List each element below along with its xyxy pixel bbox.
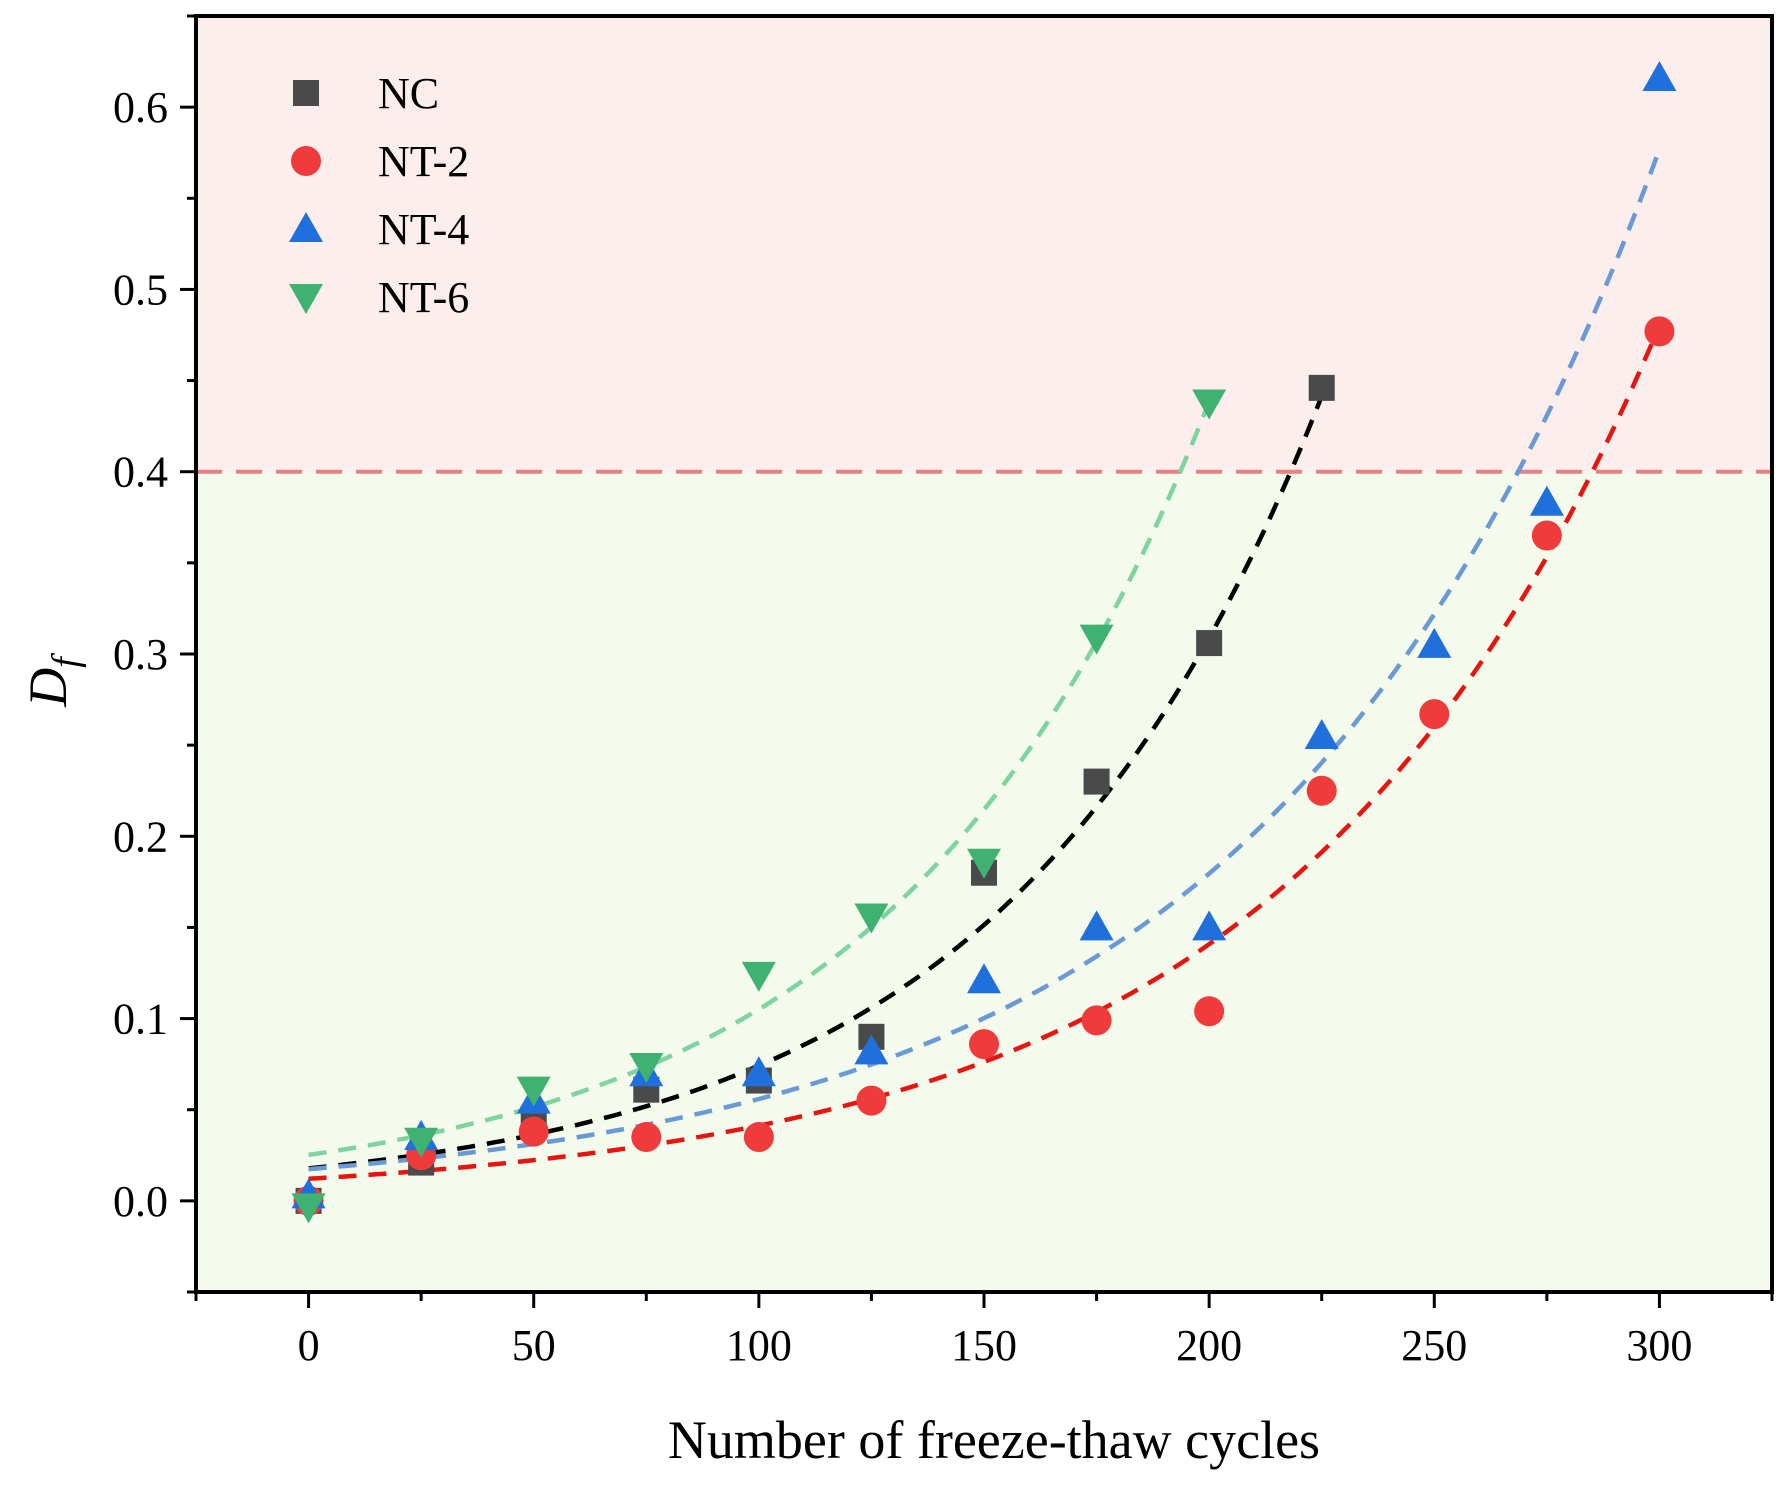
data-point-nt-2 [1531,520,1562,551]
x-axis-title: Number of freeze-thaw cycles [668,1410,1320,1470]
data-point-nt-4 [854,1034,889,1065]
data-point-nc [1196,630,1223,657]
y-tick-label: 0.5 [113,265,168,314]
legend-marker-nt-6 [289,284,323,314]
fit-curve-nc [308,383,1329,1171]
y-tick-label: 0.4 [113,448,168,497]
data-point-nt-2 [1081,1005,1112,1036]
data-point-nt-2 [518,1116,549,1147]
y-tick-label: 0.6 [113,83,168,132]
data-point-nt-2 [1306,775,1337,806]
legend-label-nt-4: NT-4 [378,205,469,254]
data-point-nt-6 [967,848,1001,879]
data-point-nc [1083,768,1110,795]
data-point-nt-6 [404,1127,439,1158]
data-point-nt-2 [1644,316,1675,347]
data-point-nc [1308,374,1335,401]
data-point-nt-6 [1192,389,1227,420]
x-tick-label: 200 [1176,1321,1242,1370]
legend-label-nt-6: NT-6 [378,273,469,322]
data-point-nt-6 [1079,624,1114,655]
legend-marker-nt-4 [289,212,323,242]
data-point-nt-4 [741,1056,776,1087]
y-axis-title: Df [18,653,87,708]
y-tick-label: 0.3 [113,630,168,679]
data-point-nt-2 [1194,996,1225,1027]
data-point-nt-2 [856,1085,887,1116]
data-point-nt-4 [1417,627,1452,658]
legend: NC NT-2 NT-4 NT-6 [289,69,469,322]
x-tick-label: 0 [298,1321,320,1370]
data-point-nt-4 [1304,719,1339,750]
data-point-nt-4 [1079,910,1114,941]
data-point-nt-4 [967,963,1001,994]
y-tick-label: 0.0 [113,1177,168,1226]
data-point-nt-2 [969,1029,999,1060]
x-tick-label: 300 [1626,1321,1692,1370]
legend-label-nc: NC [378,69,439,118]
region-above-threshold [196,16,1772,472]
data-point-nt-6 [854,903,889,934]
data-point-nt-6 [291,1193,326,1224]
data-point-nt-6 [741,961,776,992]
legend-marker-nt-2 [291,146,321,176]
x-tick-label: 50 [512,1321,556,1370]
x-tick-label: 250 [1401,1321,1467,1370]
data-point-nt-4 [1642,60,1677,91]
y-tick-label: 0.1 [113,995,168,1044]
legend-marker-nc [293,80,319,106]
fit-curve-nt-2 [308,324,1662,1182]
y-axis-title-subscript: f [45,653,87,668]
legend-label-nt-2: NT-2 [378,137,469,186]
data-point-nt-2 [743,1122,774,1153]
data-point-nt-4 [1529,485,1564,516]
data-point-nt-4 [1192,910,1227,941]
data-point-nt-2 [631,1122,662,1153]
data-point-nt-2 [1419,699,1450,730]
x-tick-label: 150 [951,1321,1017,1370]
x-tick-label: 100 [726,1321,792,1370]
y-tick-label: 0.2 [113,812,168,861]
data-point-nt-6 [629,1052,664,1083]
data-point-nt-6 [516,1076,551,1107]
fit-curve-nt-6 [308,401,1212,1158]
